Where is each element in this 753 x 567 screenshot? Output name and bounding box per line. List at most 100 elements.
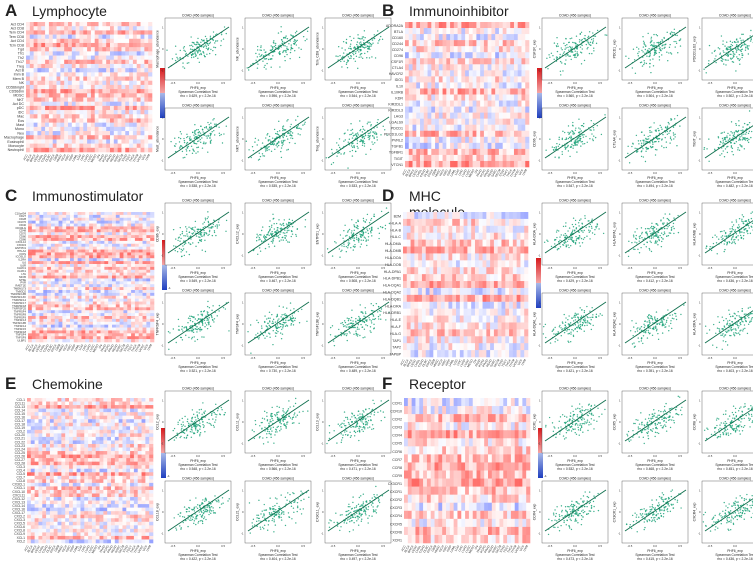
heatmap-cell [443,113,447,119]
heatmap-cell [110,85,114,89]
heatmap-cell [137,102,141,106]
heatmap-cell [51,261,55,264]
scatter-point [663,48,664,49]
heatmap-cell [47,212,51,215]
scatter-point [676,35,677,36]
heatmap-cell [49,43,53,47]
scatter-point [584,143,585,144]
scatter-point [590,44,591,45]
heatmap-cell [114,97,118,101]
heatmap-cell [30,114,34,118]
heatmap-cell [102,97,106,101]
scatter-point [193,42,194,43]
heatmap-cell [439,34,443,40]
scatter-point [649,127,650,128]
heatmap-row-label: CD96 [394,54,403,58]
heatmap-cell [66,235,70,238]
scatter-point [377,122,378,123]
scatter-point [660,49,661,50]
heatmap-cell [74,244,78,247]
heatmap-cell [420,52,424,58]
heatmap-cell [97,287,101,290]
heatmap-cell [133,131,137,135]
scatter-point [194,124,195,125]
heatmap-cell [26,110,30,114]
heatmap-cell [37,148,41,152]
heatmap-cell [34,97,38,101]
heatmap-row-label: TGFBR1 [389,151,403,155]
scatter-point [573,42,574,43]
heatmap-cell [125,118,129,122]
heatmap-cell [146,215,150,218]
scatter-point [293,43,294,44]
heatmap-cell [476,149,480,155]
heatmap-cell [409,101,413,107]
heatmap-cell [473,46,477,52]
heatmap-cell [30,60,34,64]
scatter-point [593,50,594,51]
heatmap-cell [129,35,133,39]
heatmap-cell [26,30,30,34]
heatmap-cell [49,26,53,30]
heatmap-cell [150,284,154,287]
heatmap-cell [469,137,473,143]
heatmap-cell [62,276,66,279]
heatmap-cell [89,284,93,287]
heatmap-cell [59,226,63,229]
heatmap-cell [431,82,435,88]
heatmap-cell [135,287,139,290]
y-tick-label: 1 [619,25,621,29]
scatter-point [575,145,576,146]
heatmap-cell [135,226,139,229]
heatmap-cell [32,226,36,229]
scatter-point [346,43,347,44]
scatter-point [656,129,657,130]
heatmap-cell [123,284,127,287]
heatmap-cell [70,247,74,250]
scatter-point [196,50,197,51]
heatmap-cell [28,255,32,258]
heatmap-cell [34,127,38,131]
scatter-point [715,62,716,63]
heatmap-cell [97,255,101,258]
scatter-point [360,139,361,140]
heatmap-cell [49,30,53,34]
scatter-point [358,49,359,50]
heatmap-cell [68,148,72,152]
heatmap-cell [137,39,141,43]
heatmap-cell [409,137,413,143]
heatmap-cell [32,290,36,293]
heatmap-cell [83,123,87,127]
heatmap-cell [39,258,43,261]
heatmap-cell [439,88,443,94]
heatmap-cell [116,258,120,261]
scatter-point [559,137,560,138]
heatmap-cell [87,114,91,118]
heatmap-cell [59,229,63,232]
heatmap-cell [431,88,435,94]
scatter-point [714,58,715,59]
heatmap-cell [123,276,127,279]
heatmap-cell [144,81,148,85]
heatmap-cell [514,113,518,119]
scatter-point [215,47,216,48]
heatmap-cell [450,95,454,101]
heatmap-cell [123,296,127,299]
heatmap-cell [59,215,63,218]
scatter-point [266,150,267,151]
x-tick-label: 0.0 [733,171,737,175]
scatter-point [199,62,200,63]
heatmap-cell [125,131,129,135]
heatmap-cell [416,22,420,28]
scatter-point [258,139,259,140]
scatter-point [194,51,195,52]
heatmap-cell [121,22,125,26]
scatter-point [739,150,740,151]
scatter-point [246,141,247,142]
heatmap-cell [428,22,432,28]
heatmap-cell [26,135,30,139]
heatmap-cell [47,276,51,279]
heatmap-cell [439,107,443,113]
heatmap-cell [510,76,514,82]
heatmap-cell [87,106,91,110]
